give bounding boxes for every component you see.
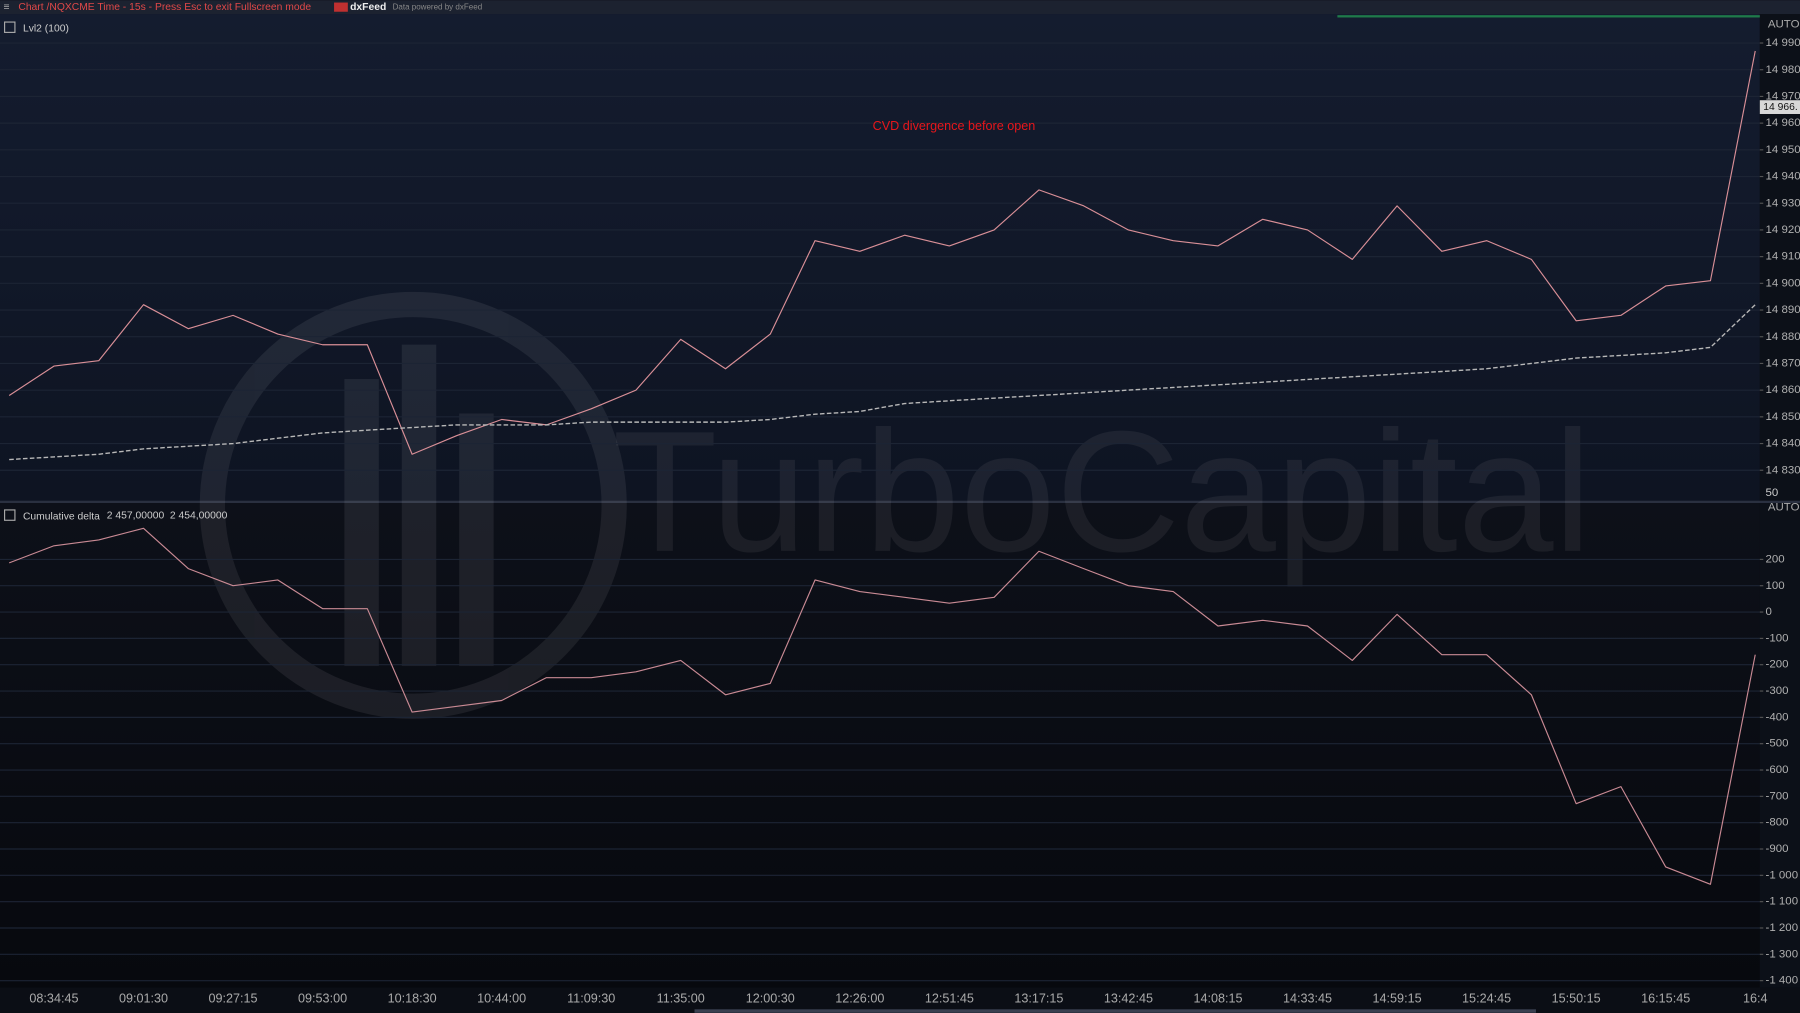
delta-panel — [0, 501, 1760, 988]
x-tick-label: 11:35:00 — [657, 991, 705, 1005]
y-tick-label: 14 850 — [1766, 411, 1800, 423]
panel-icon[interactable] — [4, 21, 16, 33]
y-tick-label: 14 920 — [1766, 224, 1800, 236]
y-tick-label: -500 — [1766, 738, 1789, 750]
x-tick-label: 14:33:45 — [1283, 991, 1332, 1005]
y-tick-label: 14 940 — [1766, 171, 1800, 183]
y-tick-label: 14 880 — [1766, 331, 1800, 343]
x-tick-label: 08:34:45 — [29, 991, 78, 1005]
y-tick-label: -1 100 — [1766, 896, 1799, 908]
x-tick-label: 14:08:15 — [1193, 991, 1242, 1005]
x-tick-label: 15:24:45 — [1462, 991, 1511, 1005]
x-tick-label: 09:27:15 — [208, 991, 257, 1005]
scrollbar[interactable] — [694, 1009, 1536, 1013]
y-tick-label: -1 300 — [1766, 948, 1799, 960]
panel-icon[interactable] — [4, 509, 16, 521]
last-price-tag — [1759, 100, 1800, 114]
time-axis — [0, 987, 1800, 1013]
credit: Data powered by dxFeed — [393, 2, 483, 11]
x-tick-label: 12:51:45 — [925, 991, 974, 1005]
brand: dxFeed — [350, 2, 386, 13]
y-tick-label: -1 200 — [1766, 922, 1799, 934]
x-tick-label: 13:42:45 — [1104, 991, 1153, 1005]
x-tick-label: 10:44:00 — [477, 991, 526, 1005]
panel-title: Lvl2 (100) — [23, 24, 69, 35]
annotation: CVD divergence before open — [873, 119, 1036, 133]
y-tick-label: 100 — [1766, 580, 1785, 592]
y-tick-label: -700 — [1766, 790, 1789, 802]
series-line — [8, 527, 1756, 885]
y-tick-label: -300 — [1766, 685, 1789, 697]
axis-mode[interactable]: AUTO — [1768, 502, 1800, 514]
x-tick-label: 12:00:30 — [746, 991, 795, 1005]
x-tick-label: 09:53:00 — [298, 991, 347, 1005]
toolbar — [0, 0, 1800, 15]
last-price-label: 14 966. — [1763, 102, 1797, 113]
x-tick-label: 15:50:15 — [1552, 991, 1601, 1005]
volume-axis-label: 50 — [1766, 487, 1779, 499]
y-tick-label: -900 — [1766, 843, 1789, 855]
panel-title: Cumulative delta — [23, 512, 100, 523]
x-tick-label: 12:26:00 — [835, 991, 884, 1005]
y-tick-label: -1 000 — [1766, 869, 1799, 881]
logo-ring — [199, 291, 627, 719]
watermark: TurboCapital — [612, 396, 1591, 588]
y-tick-label: -1 400 — [1766, 975, 1799, 987]
x-tick-label: 14:59:15 — [1373, 991, 1422, 1005]
axis-mode[interactable]: AUTO — [1768, 18, 1800, 30]
x-tick-label: 16:4 — [1743, 991, 1768, 1005]
y-tick-label: 14 910 — [1766, 251, 1800, 263]
y-tick-label: 14 870 — [1766, 357, 1800, 369]
window-title: Chart /NQXCME Time - 15s - Press Esc to … — [18, 2, 311, 13]
logo-bar — [344, 379, 379, 667]
x-tick-label: 13:17:15 — [1014, 991, 1063, 1005]
y-tick-label: -400 — [1766, 711, 1789, 723]
header-value: 2 454,00000 — [170, 510, 228, 521]
x-tick-label: 10:18:30 — [388, 991, 437, 1005]
series-line — [9, 304, 1756, 461]
x-tick-label: 16:15:45 — [1641, 991, 1690, 1005]
y-tick-label: 14 890 — [1766, 304, 1800, 316]
menu-icon[interactable]: ≡ — [3, 2, 9, 13]
y-tick-label: 14 840 — [1766, 438, 1800, 450]
y-tick-label: 14 830 — [1766, 464, 1800, 476]
header-value: 2 457,00000 — [107, 510, 165, 521]
y-tick-label: 14 930 — [1766, 197, 1800, 209]
y-tick-label: -800 — [1766, 817, 1789, 829]
level2-bar — [1337, 15, 1760, 18]
y-tick-label: 14 860 — [1766, 384, 1800, 396]
brand-icon — [334, 2, 348, 12]
y-tick-label: 0 — [1766, 606, 1772, 618]
series-line — [8, 50, 1756, 455]
y-tick-label: 14 980 — [1766, 64, 1800, 76]
logo-bar — [401, 344, 437, 667]
x-tick-label: 09:01:30 — [119, 991, 168, 1005]
price-panel — [0, 14, 1760, 502]
logo-bar — [459, 413, 494, 667]
y-tick-label: -600 — [1766, 764, 1789, 776]
y-tick-label: 14 960 — [1766, 117, 1800, 129]
y-tick-label: 14 990 — [1766, 37, 1800, 49]
y-tick-label: 200 — [1766, 553, 1785, 565]
y-tick-label: 14 900 — [1766, 277, 1800, 289]
y-tick-label: 14 950 — [1766, 144, 1800, 156]
y-tick-label: -100 — [1766, 632, 1789, 644]
x-tick-label: 11:09:30 — [567, 991, 615, 1005]
y-tick-label: 14 970 — [1766, 90, 1800, 102]
y-tick-label: -200 — [1766, 659, 1789, 671]
